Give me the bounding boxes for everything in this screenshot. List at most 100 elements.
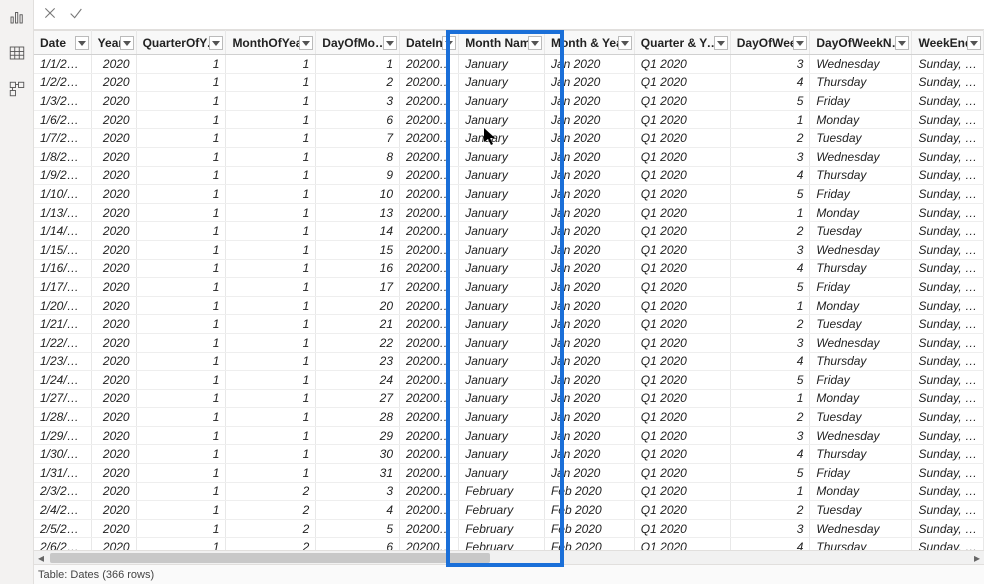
table-row[interactable]: 1/29/20202020112920200129JanuaryJan 2020… (34, 426, 984, 445)
cell-dayofweekname[interactable]: Monday (810, 482, 912, 501)
cell-dateint[interactable]: 20200129 (400, 426, 459, 445)
cell-dayofmonth[interactable]: 21 (316, 315, 400, 334)
table-row[interactable]: 2/6/2020202012620200206FebruaryFeb 2020Q… (34, 538, 984, 550)
cell-date[interactable]: 1/1/2020 (34, 55, 91, 74)
cell-monthyear[interactable]: Feb 2020 (544, 538, 634, 550)
cell-date[interactable]: 1/21/2020 (34, 315, 91, 334)
cell-quarteryear[interactable]: Q1 2020 (634, 519, 730, 538)
cell-monthofyear[interactable]: 1 (226, 278, 316, 297)
cell-dayofmonth[interactable]: 8 (316, 147, 400, 166)
cell-year[interactable]: 2020 (91, 129, 136, 148)
cell-quarterofyear[interactable]: 1 (136, 240, 226, 259)
table-row[interactable]: 1/22/20202020112220200122JanuaryJan 2020… (34, 333, 984, 352)
cell-date[interactable]: 1/30/2020 (34, 445, 91, 464)
cell-weekending[interactable]: Sunday, Janu (912, 129, 984, 148)
cell-year[interactable]: 2020 (91, 185, 136, 204)
cell-dateint[interactable]: 20200117 (400, 278, 459, 297)
cell-monthofyear[interactable]: 2 (226, 538, 316, 550)
cell-monthname[interactable]: January (459, 445, 545, 464)
table-row[interactable]: 1/3/2020202011320200103JanuaryJan 2020Q1… (34, 92, 984, 111)
cell-monthyear[interactable]: Jan 2020 (544, 166, 634, 185)
cell-dayofweekname[interactable]: Monday (810, 389, 912, 408)
cell-dayofweekname[interactable]: Wednesday (810, 519, 912, 538)
cell-monthofyear[interactable]: 1 (226, 296, 316, 315)
cell-monthname[interactable]: January (459, 426, 545, 445)
cell-weekending[interactable]: Sunday, Janu (912, 296, 984, 315)
cell-dayofmonth[interactable]: 4 (316, 501, 400, 520)
cell-monthname[interactable]: January (459, 92, 545, 111)
cell-dayofweek[interactable]: 5 (730, 278, 810, 297)
cell-dayofweekname[interactable]: Tuesday (810, 315, 912, 334)
cell-date[interactable]: 1/16/2020 (34, 259, 91, 278)
cell-quarteryear[interactable]: Q1 2020 (634, 333, 730, 352)
column-header-dateint[interactable]: DateInt (400, 31, 459, 55)
cell-quarteryear[interactable]: Q1 2020 (634, 296, 730, 315)
cell-dayofmonth[interactable]: 3 (316, 482, 400, 501)
column-filter-dropdown[interactable] (618, 36, 632, 50)
cell-monthofyear[interactable]: 1 (226, 426, 316, 445)
cell-weekending[interactable]: Sunday, Janu (912, 222, 984, 241)
cell-quarteryear[interactable]: Q1 2020 (634, 259, 730, 278)
cell-weekending[interactable]: Sunday, Janu (912, 110, 984, 129)
column-header-monthyear[interactable]: Month & Year (544, 31, 634, 55)
cell-quarterofyear[interactable]: 1 (136, 464, 226, 483)
cell-dayofmonth[interactable]: 9 (316, 166, 400, 185)
cell-dateint[interactable]: 20200108 (400, 147, 459, 166)
table-row[interactable]: 1/30/20202020113020200130JanuaryJan 2020… (34, 445, 984, 464)
table-row[interactable]: 1/23/20202020112320200123JanuaryJan 2020… (34, 352, 984, 371)
hscroll-thumb[interactable] (50, 553, 490, 563)
cell-quarteryear[interactable]: Q1 2020 (634, 166, 730, 185)
cell-weekending[interactable]: Sunday, Janu (912, 259, 984, 278)
data-view-icon[interactable] (6, 42, 28, 64)
cell-dayofweek[interactable]: 4 (730, 259, 810, 278)
column-header-weekending[interactable]: WeekEndi (912, 31, 984, 55)
cell-dateint[interactable]: 20200120 (400, 296, 459, 315)
cell-year[interactable]: 2020 (91, 73, 136, 92)
cell-monthyear[interactable]: Jan 2020 (544, 55, 634, 74)
cell-monthofyear[interactable]: 2 (226, 519, 316, 538)
cell-dateint[interactable]: 20200203 (400, 482, 459, 501)
cell-monthyear[interactable]: Jan 2020 (544, 147, 634, 166)
model-view-icon[interactable] (6, 78, 28, 100)
cell-quarterofyear[interactable]: 1 (136, 129, 226, 148)
cell-dayofweekname[interactable]: Thursday (810, 538, 912, 550)
cell-dayofweekname[interactable]: Friday (810, 92, 912, 111)
cell-dateint[interactable]: 20200114 (400, 222, 459, 241)
cell-date[interactable]: 1/17/2020 (34, 278, 91, 297)
cell-weekending[interactable]: Sunday, Febru (912, 389, 984, 408)
cell-monthname[interactable]: February (459, 538, 545, 550)
cell-monthyear[interactable]: Jan 2020 (544, 389, 634, 408)
column-header-date[interactable]: Date (34, 31, 91, 55)
cell-quarterofyear[interactable]: 1 (136, 166, 226, 185)
cell-date[interactable]: 1/3/2020 (34, 92, 91, 111)
cell-weekending[interactable]: Sunday, Janu (912, 185, 984, 204)
cell-monthname[interactable]: February (459, 482, 545, 501)
cell-monthyear[interactable]: Jan 2020 (544, 240, 634, 259)
cell-quarterofyear[interactable]: 1 (136, 185, 226, 204)
cell-weekending[interactable]: Sunday, Janu (912, 203, 984, 222)
cell-weekending[interactable]: Sunday, Janu (912, 333, 984, 352)
cell-weekending[interactable]: Sunday, Febru (912, 538, 984, 550)
cell-dayofweekname[interactable]: Monday (810, 203, 912, 222)
cell-weekending[interactable]: Sunday, Febru (912, 408, 984, 427)
cell-weekending[interactable]: Sunday, Janu (912, 371, 984, 390)
table-row[interactable]: 1/31/20202020113120200131JanuaryJan 2020… (34, 464, 984, 483)
cell-dayofweek[interactable]: 5 (730, 371, 810, 390)
cell-monthname[interactable]: January (459, 110, 545, 129)
column-filter-dropdown[interactable] (528, 36, 542, 50)
cell-year[interactable]: 2020 (91, 426, 136, 445)
cell-dayofweekname[interactable]: Tuesday (810, 408, 912, 427)
cell-dateint[interactable]: 20200102 (400, 73, 459, 92)
cell-monthyear[interactable]: Jan 2020 (544, 278, 634, 297)
cell-monthname[interactable]: January (459, 315, 545, 334)
column-filter-dropdown[interactable] (383, 36, 397, 50)
cell-year[interactable]: 2020 (91, 110, 136, 129)
cell-monthname[interactable]: January (459, 333, 545, 352)
cell-weekending[interactable]: Sunday, Febru (912, 519, 984, 538)
cell-dayofweekname[interactable]: Wednesday (810, 240, 912, 259)
column-header-quarteryear[interactable]: Quarter & Year (634, 31, 730, 55)
cell-dateint[interactable]: 20200128 (400, 408, 459, 427)
cell-year[interactable]: 2020 (91, 501, 136, 520)
cell-monthname[interactable]: January (459, 464, 545, 483)
cell-weekending[interactable]: Sunday, Febru (912, 464, 984, 483)
